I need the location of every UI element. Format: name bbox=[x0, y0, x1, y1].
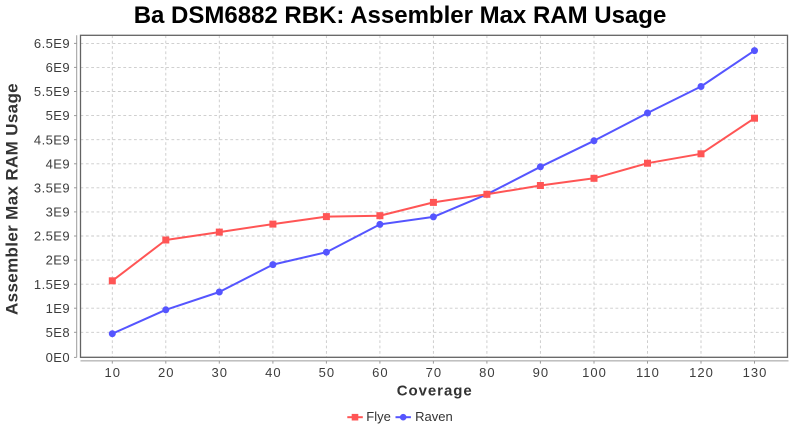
svg-text:10: 10 bbox=[105, 365, 122, 380]
svg-text:70: 70 bbox=[426, 365, 443, 380]
svg-text:4E9: 4E9 bbox=[46, 156, 70, 171]
svg-text:Assembler Max RAM Usage: Assembler Max RAM Usage bbox=[2, 83, 21, 315]
svg-text:5.5E9: 5.5E9 bbox=[34, 84, 70, 99]
svg-text:120: 120 bbox=[689, 365, 714, 380]
svg-text:1.5E9: 1.5E9 bbox=[34, 277, 70, 292]
svg-text:0E0: 0E0 bbox=[46, 350, 70, 365]
svg-text:2.5E9: 2.5E9 bbox=[34, 229, 70, 244]
svg-text:50: 50 bbox=[319, 365, 336, 380]
svg-text:110: 110 bbox=[636, 365, 660, 380]
svg-text:5E8: 5E8 bbox=[46, 325, 70, 340]
svg-text:30: 30 bbox=[212, 365, 229, 380]
svg-text:3E9: 3E9 bbox=[46, 205, 70, 220]
svg-text:90: 90 bbox=[533, 365, 550, 380]
svg-text:1E9: 1E9 bbox=[46, 301, 70, 316]
svg-text:100: 100 bbox=[582, 365, 607, 380]
svg-text:80: 80 bbox=[479, 365, 496, 380]
svg-text:130: 130 bbox=[743, 365, 768, 380]
svg-text:60: 60 bbox=[372, 365, 389, 380]
svg-text:2E9: 2E9 bbox=[46, 253, 70, 268]
svg-text:3.5E9: 3.5E9 bbox=[34, 180, 70, 195]
svg-text:Ba DSM6882 RBK: Assembler Max: Ba DSM6882 RBK: Assembler Max RAM Usage bbox=[134, 2, 667, 29]
svg-text:4.5E9: 4.5E9 bbox=[34, 132, 70, 147]
svg-text:Flye: Flye bbox=[366, 409, 391, 424]
svg-text:40: 40 bbox=[265, 365, 282, 380]
svg-text:6E9: 6E9 bbox=[46, 60, 70, 75]
svg-text:20: 20 bbox=[158, 365, 175, 380]
svg-text:6.5E9: 6.5E9 bbox=[34, 36, 70, 51]
svg-text:Coverage: Coverage bbox=[397, 383, 473, 400]
svg-text:5E9: 5E9 bbox=[46, 108, 70, 123]
svg-text:Raven: Raven bbox=[415, 409, 453, 424]
